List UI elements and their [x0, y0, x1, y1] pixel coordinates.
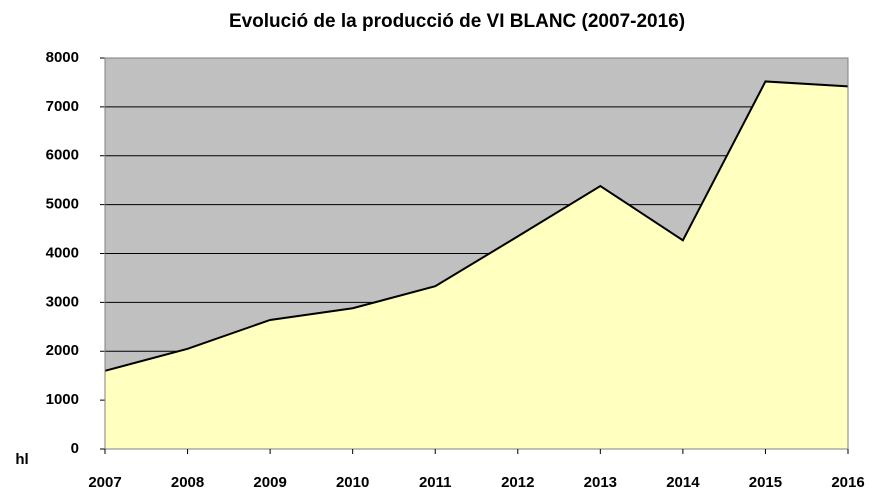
y-tick-label: 6000: [46, 147, 79, 164]
y-axis-label: hl: [15, 451, 28, 468]
x-tick-label: 2015: [749, 474, 782, 491]
chart-title: Evolució de la producció de VI BLANC (20…: [229, 11, 685, 32]
x-tick-label: 2010: [336, 474, 369, 491]
area-line: [104, 80, 849, 372]
area: [105, 81, 848, 450]
x-tick-label: 2008: [171, 474, 204, 491]
x-tick-label: 2012: [501, 474, 534, 491]
x-tick-label: 2014: [666, 474, 700, 491]
y-tick-label: 3000: [46, 293, 79, 310]
y-tick-label: 8000: [46, 49, 79, 66]
y-tick-label: 1000: [46, 391, 79, 408]
x-tick-label: 2011: [419, 474, 452, 491]
x-tick-label: 2007: [88, 474, 121, 491]
x-tick-label: 2009: [253, 474, 286, 491]
x-tick-label: 2016: [831, 474, 864, 491]
y-tick-label: 2000: [46, 342, 79, 359]
x-tick-label: 2013: [584, 474, 617, 491]
plot-border: [104, 57, 849, 450]
y-tick-label: 0: [71, 440, 79, 457]
y-tick-label: 5000: [46, 196, 79, 213]
y-tick-label: 4000: [46, 244, 79, 261]
y-tick-label: 7000: [46, 98, 79, 115]
